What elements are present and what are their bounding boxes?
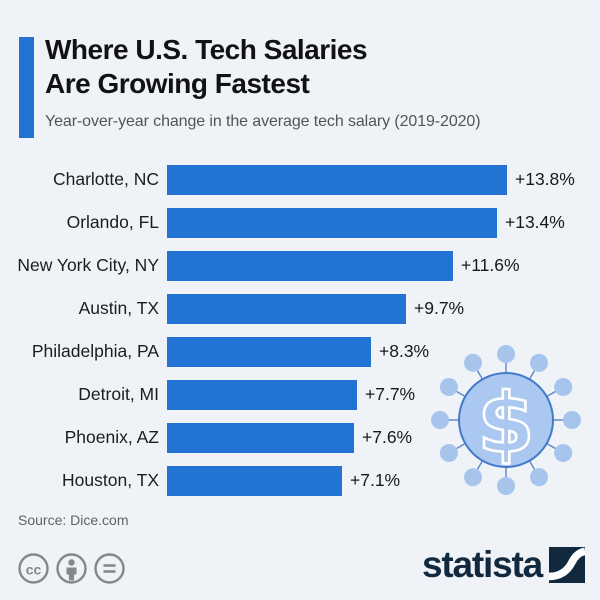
- license-icons: cc: [17, 552, 126, 585]
- chart-row: Houston, TX +7.1%: [0, 459, 600, 502]
- dollar-sign-glyph: $: [477, 377, 534, 472]
- bar: [167, 336, 371, 367]
- statista-logo: statista: [422, 544, 585, 586]
- category-label: Austin, TX: [78, 298, 159, 318]
- chart-row: Phoenix, AZ +7.6%: [0, 416, 600, 459]
- value-label: +8.3%: [379, 341, 430, 361]
- chart-subtitle: Year-over-year change in the average tec…: [45, 113, 481, 130]
- value-label: +7.6%: [362, 427, 413, 447]
- chart-row: Austin, TX +9.7%: [0, 287, 600, 330]
- dollar-coin-icon: $: [430, 344, 582, 496]
- bar: [167, 164, 507, 195]
- statista-logo-mark: [549, 547, 585, 583]
- svg-text:cc: cc: [26, 562, 42, 578]
- category-label: Houston, TX: [62, 470, 159, 490]
- bar: [167, 293, 406, 324]
- value-label: +7.7%: [365, 384, 416, 404]
- bar: [167, 379, 357, 410]
- bar: [167, 207, 497, 238]
- category-label: Philadelphia, PA: [31, 341, 159, 361]
- bar: [167, 465, 342, 496]
- chart-row: Charlotte, NC +13.8%: [0, 158, 600, 201]
- value-label: +13.8%: [515, 169, 575, 189]
- cc-by-person-icon: [56, 553, 87, 584]
- chart-row: Philadelphia, PA +8.3%: [0, 330, 600, 373]
- value-label: +9.7%: [414, 298, 465, 318]
- category-label: Phoenix, AZ: [64, 427, 159, 447]
- category-label: Orlando, FL: [66, 212, 159, 232]
- title-line-1: Where U.S. Tech Salaries: [45, 34, 368, 65]
- category-label: Charlotte, NC: [52, 169, 159, 189]
- chart-row: Orlando, FL +13.4%: [0, 201, 600, 244]
- value-label: +7.1%: [350, 470, 401, 490]
- value-label: +11.6%: [461, 255, 520, 275]
- category-label: New York City, NY: [17, 255, 159, 275]
- title-line-2: Are Growing Fastest: [45, 68, 310, 99]
- value-label: +13.4%: [505, 212, 565, 232]
- source-note: Source: Dice.com: [18, 512, 129, 528]
- statista-wordmark: statista: [422, 544, 543, 585]
- bar-chart: Charlotte, NC +13.8% Orlando, FL +13.4% New …: [0, 158, 600, 502]
- chart-row: New York City, NY +11.6%: [0, 244, 600, 287]
- dollar-coin-graphic: $: [431, 345, 581, 495]
- category-label: Detroit, MI: [78, 384, 159, 404]
- bar: [167, 250, 453, 281]
- chart-row: Detroit, MI +7.7%: [0, 373, 600, 416]
- title-accent-bar: [19, 37, 34, 138]
- cc-nd-equals-icon: [94, 553, 125, 584]
- page-title: Where U.S. Tech Salaries Are Growing Fas…: [45, 33, 368, 101]
- cc-icon: cc: [18, 553, 49, 584]
- bar: [167, 422, 354, 453]
